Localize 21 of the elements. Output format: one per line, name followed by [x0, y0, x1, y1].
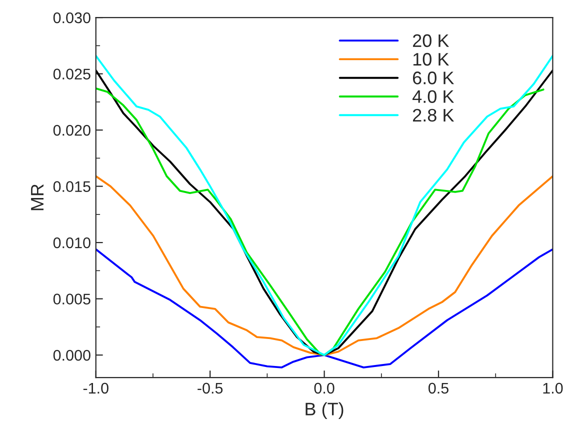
y-tick-label: 0.015 [53, 181, 90, 192]
x-axis-title: B (T) [306, 402, 344, 420]
y-tick-label: 0.020 [53, 124, 90, 136]
legend-label: 10 K [413, 52, 450, 66]
y-tick-label: 0.005 [53, 294, 90, 304]
y-tick-label: 0.030 [53, 12, 90, 24]
legend-label: 6.0 K [413, 72, 454, 84]
legend-label: 4.0 K [412, 90, 454, 103]
legend-label: 2.8 K [412, 108, 454, 122]
y-axis-title: MR [31, 184, 44, 210]
line-series [96, 248, 553, 368]
y-tick-label: 0.000 [53, 350, 90, 361]
y-tick-label: 0.010 [53, 237, 90, 248]
y-tick-label: 0.025 [53, 68, 90, 80]
x-tick-label: 0.0 [314, 382, 334, 394]
x-tick-label: -0.5 [198, 382, 223, 394]
x-tick-label: 0.5 [428, 382, 448, 394]
x-tick-label: -1.0 [83, 382, 108, 394]
line-series [96, 175, 553, 356]
x-tick-label: 1.0 [543, 382, 563, 394]
legend-label: 20 K [412, 34, 450, 48]
